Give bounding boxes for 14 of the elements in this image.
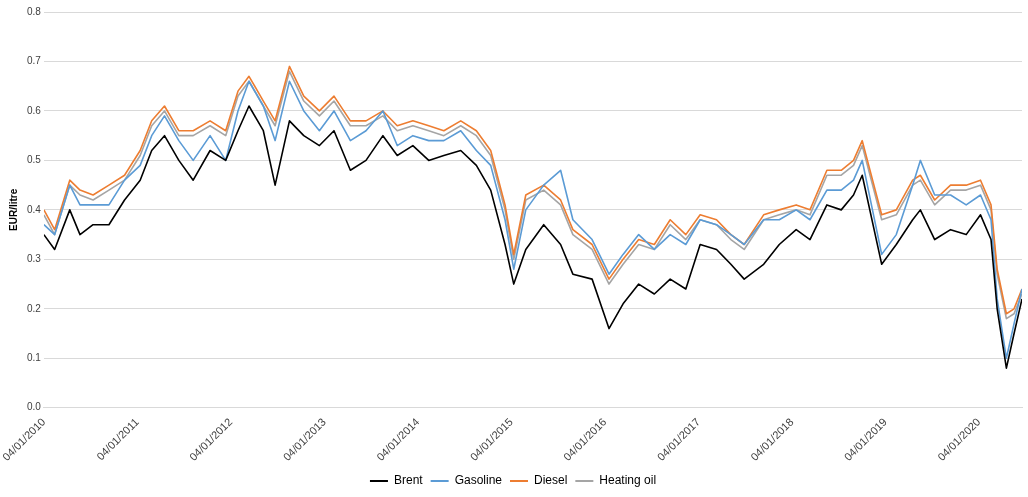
y-tick-label: 0.1	[27, 352, 42, 364]
legend-label: Gasoline	[454, 473, 503, 488]
y-tick-label: 0.6	[27, 104, 42, 116]
y-axis-title: EUR/litre	[7, 188, 19, 231]
legend-label: Brent	[393, 473, 424, 488]
y-tick-label: 0.3	[27, 253, 42, 265]
legend-label: Diesel	[534, 473, 568, 488]
y-tick-label: 0.7	[27, 55, 42, 67]
y-tick-label: 0.2	[27, 302, 42, 314]
y-tick-label: 0.4	[27, 203, 42, 215]
y-tick-label: 0.5	[27, 154, 42, 166]
y-tick-label: 0.8	[27, 5, 42, 17]
legend-label: Heating oil	[599, 473, 657, 488]
y-tick-label: 0.0	[27, 401, 42, 413]
